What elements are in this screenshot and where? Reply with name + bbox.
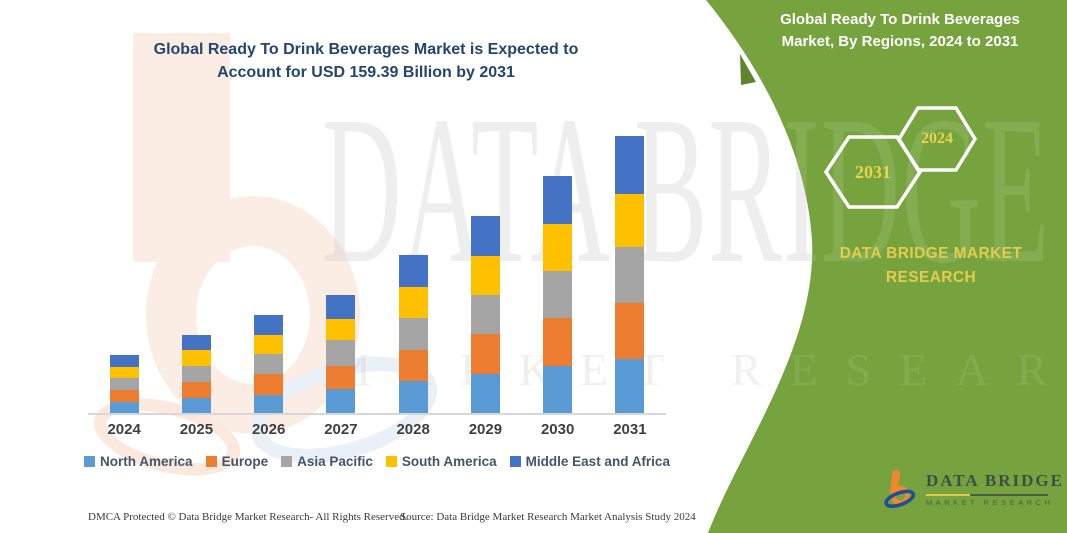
legend-item-middle-east-and-africa: Middle East and Africa [509, 454, 670, 469]
bar-segment-2026-south-america [254, 334, 284, 355]
legend-swatch [205, 456, 217, 467]
bar-column-2030 [543, 176, 573, 413]
logo-wordmark: DATA BRIDGE [925, 471, 1064, 490]
legend-swatch [281, 456, 293, 467]
logo-subtitle: MARKET RESEARCH [925, 498, 1054, 507]
legend-item-south-america: South America [385, 454, 497, 469]
x-tick-label-2030: 2030 [540, 421, 575, 438]
bar-segment-2030-asia-pacific [543, 270, 573, 319]
bar-segment-2024-asia-pacific [109, 377, 139, 390]
legend-label: Asia Pacific [297, 454, 373, 469]
bar-segment-2024-north-america [109, 401, 139, 413]
bar-segment-2029-asia-pacific [470, 294, 500, 335]
logo-divider [925, 494, 1048, 496]
hexagon-2031-label: 2031 [855, 162, 891, 182]
bar-segment-2026-middle-east-and-africa [254, 314, 284, 335]
bar-segment-2031-middle-east-and-africa [615, 136, 645, 195]
brand-line2: RESEARCH [885, 269, 977, 287]
bar-segment-2028-south-america [398, 286, 428, 318]
bar-segment-2031-south-america [615, 194, 645, 247]
legend-label: Middle East and Africa [525, 454, 670, 469]
logo-text-column: DATA BRIDGE MARKET RESEARCH [925, 471, 1064, 507]
bar-column-2028 [398, 255, 428, 413]
bar-segment-2030-north-america [543, 365, 573, 413]
panel-title: Global Ready To Drink Beverages Market, … [780, 11, 1020, 50]
bar-segment-2028-middle-east-and-africa [398, 255, 428, 287]
hexagon-2031-shape [823, 135, 923, 209]
hexagon-2024-shape [896, 106, 978, 172]
legend-item-europe: Europe [205, 454, 269, 469]
bar-column-2029 [470, 216, 500, 413]
dbmr-logo: DATA BRIDGE MARKET RESEARCH [884, 458, 1064, 520]
data-bridge-b-icon [884, 469, 916, 508]
legend-item-north-america: North America [84, 454, 193, 469]
legend-item-asia-pacific: Asia Pacific [281, 454, 373, 469]
bar-segment-2029-europe [470, 334, 500, 374]
x-tick-label-2024: 2024 [107, 421, 141, 438]
chart-title: Global Ready To Drink Beverages Market i… [88, 38, 644, 84]
bar-segment-2029-middle-east-and-africa [470, 216, 500, 256]
bar-segment-2024-south-america [109, 367, 139, 378]
bar-segment-2031-north-america [615, 358, 645, 413]
x-tick-label-2028: 2028 [396, 421, 430, 438]
brand-wordmark: DATA BRIDGE MARKET RESEARCH [788, 242, 1067, 290]
x-tick-label-2031: 2031 [613, 421, 647, 438]
footer-dmca-text: DMCA Protected © Data Bridge Market Rese… [88, 511, 408, 523]
legend-swatch [509, 456, 521, 467]
legend: North America Europe Asia Pacific South Ame… [80, 454, 674, 469]
legend-swatch [385, 456, 397, 467]
x-tick-label-2029: 2029 [468, 421, 503, 438]
bar-segment-2028-north-america [398, 381, 428, 413]
legend-label: North America [100, 454, 193, 469]
bar-segment-2024-europe [109, 389, 139, 402]
bar-column-2031 [615, 136, 645, 413]
legend-swatch [84, 456, 96, 467]
x-axis-line [88, 413, 666, 415]
chart-title-line2: Account for USD 159.39 Billion by 2031 [217, 64, 515, 82]
bar-segment-2028-asia-pacific [398, 317, 428, 350]
hexagon-2024-label: 2024 [921, 130, 953, 147]
bar-segment-2029-north-america [470, 373, 500, 413]
bar-segment-2024-middle-east-and-africa [109, 355, 139, 368]
bar-segment-2026-asia-pacific [254, 354, 284, 375]
legend-label: South America [401, 454, 497, 469]
bar-segment-2030-middle-east-and-africa [543, 176, 573, 224]
footer-source-text: Source: Data Bridge Market Research Mark… [400, 511, 696, 523]
bar-segment-2031-europe [615, 303, 645, 359]
bar-segment-2030-south-america [543, 223, 573, 271]
bar-column-2024 [109, 355, 139, 413]
bar-segment-2030-europe [543, 318, 573, 366]
legend-label: Europe [221, 454, 269, 469]
chart-title-line1: Global Ready To Drink Beverages Market i… [153, 41, 579, 58]
bar-segment-2029-south-america [470, 255, 500, 295]
bar-segment-2028-europe [398, 349, 428, 382]
brand-line1: DATA BRIDGE MARKET [839, 245, 1023, 262]
bar-segment-2031-asia-pacific [615, 246, 645, 303]
